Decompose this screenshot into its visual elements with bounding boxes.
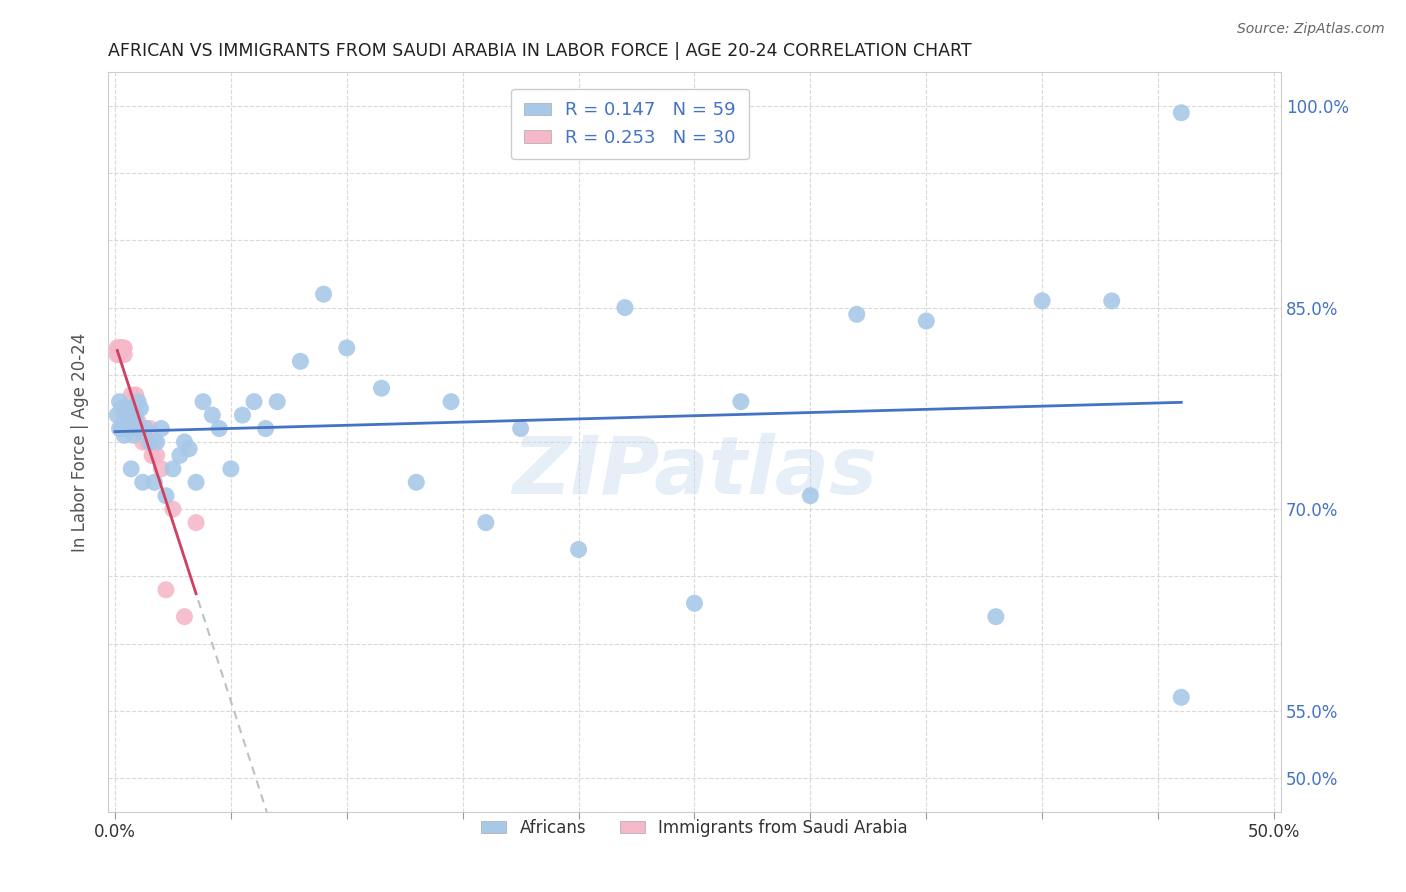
- Point: [184, 516, 207, 530]
- Point: [111, 341, 134, 355]
- Point: [127, 415, 149, 429]
- Point: [370, 381, 392, 395]
- Legend: Africans, Immigrants from Saudi Arabia: Africans, Immigrants from Saudi Arabia: [475, 813, 914, 844]
- Point: [266, 394, 288, 409]
- Point: [138, 421, 160, 435]
- Point: [145, 434, 167, 449]
- Point: [231, 408, 253, 422]
- Point: [201, 408, 224, 422]
- Point: [108, 341, 131, 355]
- Point: [115, 401, 138, 416]
- Point: [1170, 690, 1192, 705]
- Point: [112, 341, 135, 355]
- Point: [108, 348, 131, 362]
- Point: [108, 394, 131, 409]
- Point: [169, 449, 191, 463]
- Point: [122, 421, 145, 435]
- Point: [162, 502, 184, 516]
- Point: [143, 434, 166, 449]
- Point: [730, 394, 752, 409]
- Point: [127, 421, 149, 435]
- Point: [440, 394, 463, 409]
- Point: [1031, 293, 1053, 308]
- Point: [112, 348, 135, 362]
- Point: [336, 341, 359, 355]
- Point: [219, 462, 242, 476]
- Point: [683, 596, 706, 610]
- Point: [132, 434, 155, 449]
- Point: [915, 314, 938, 328]
- Point: [136, 434, 159, 449]
- Point: [475, 516, 498, 530]
- Point: [134, 421, 156, 435]
- Point: [105, 348, 128, 362]
- Point: [984, 609, 1007, 624]
- Point: [799, 489, 821, 503]
- Point: [108, 421, 131, 435]
- Point: [179, 442, 201, 456]
- Point: [509, 421, 531, 435]
- Point: [173, 609, 195, 624]
- Point: [112, 428, 135, 442]
- Point: [127, 394, 149, 409]
- Point: [125, 408, 148, 422]
- Point: [125, 388, 148, 402]
- Point: [173, 434, 195, 449]
- Point: [162, 462, 184, 476]
- Point: [105, 341, 128, 355]
- Point: [405, 475, 427, 490]
- Text: Source: ZipAtlas.com: Source: ZipAtlas.com: [1237, 22, 1385, 37]
- Point: [122, 401, 145, 416]
- Point: [567, 542, 589, 557]
- Point: [120, 462, 142, 476]
- Text: AFRICAN VS IMMIGRANTS FROM SAUDI ARABIA IN LABOR FORCE | AGE 20-24 CORRELATION C: AFRICAN VS IMMIGRANTS FROM SAUDI ARABIA …: [108, 42, 972, 60]
- Point: [208, 421, 231, 435]
- Point: [111, 341, 134, 355]
- Point: [143, 475, 166, 490]
- Point: [155, 489, 177, 503]
- Point: [118, 421, 141, 435]
- Point: [141, 449, 163, 463]
- Point: [254, 421, 277, 435]
- Point: [122, 428, 145, 442]
- Point: [115, 401, 138, 416]
- Point: [120, 388, 142, 402]
- Y-axis label: In Labor Force | Age 20-24: In Labor Force | Age 20-24: [72, 333, 89, 551]
- Point: [613, 301, 636, 315]
- Point: [150, 421, 173, 435]
- Text: ZIPatlas: ZIPatlas: [512, 433, 877, 510]
- Point: [145, 449, 167, 463]
- Point: [1170, 105, 1192, 120]
- Point: [129, 421, 152, 435]
- Point: [150, 462, 173, 476]
- Point: [138, 434, 160, 449]
- Point: [115, 408, 138, 422]
- Point: [118, 408, 141, 422]
- Point: [118, 408, 141, 422]
- Point: [112, 415, 135, 429]
- Point: [184, 475, 207, 490]
- Point: [122, 408, 145, 422]
- Point: [108, 341, 131, 355]
- Point: [243, 394, 266, 409]
- Point: [312, 287, 335, 301]
- Point: [155, 582, 177, 597]
- Point: [120, 401, 142, 416]
- Point: [290, 354, 312, 368]
- Point: [191, 394, 214, 409]
- Point: [845, 307, 868, 321]
- Point: [132, 475, 155, 490]
- Point: [134, 421, 156, 435]
- Point: [1101, 293, 1123, 308]
- Point: [105, 408, 128, 422]
- Point: [111, 401, 134, 416]
- Point: [127, 421, 149, 435]
- Point: [129, 401, 152, 416]
- Point: [111, 421, 134, 435]
